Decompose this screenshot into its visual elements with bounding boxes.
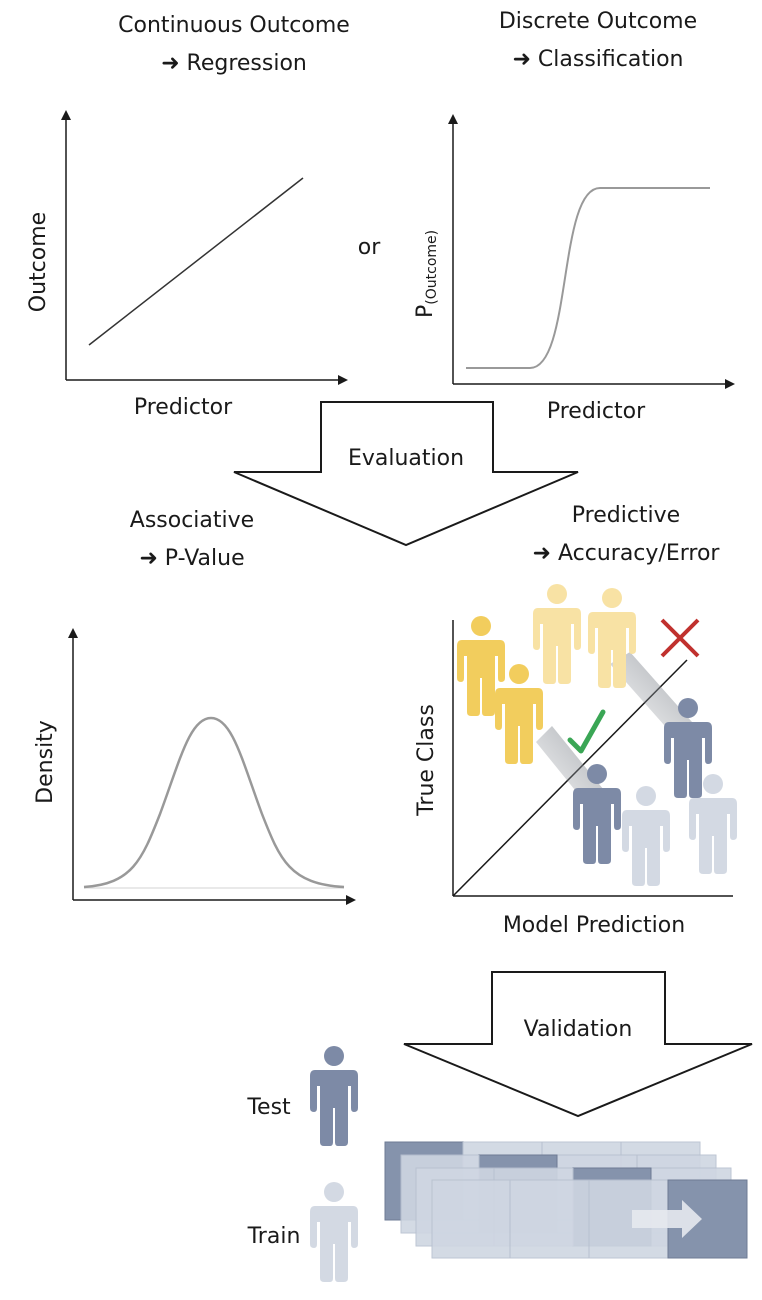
regression-panel: Continuous Outcome ➜ Regression Outcome … [26, 13, 350, 420]
evaluation-arrow: Evaluation [233, 401, 579, 547]
legend: Test Train [246, 1046, 358, 1282]
train-label: Train [247, 1224, 301, 1249]
check-icon [567, 709, 606, 754]
density-curve [83, 716, 345, 889]
test-label: Test [246, 1095, 291, 1120]
associative-y-label: Density [33, 720, 58, 804]
validation-arrow: Validation [403, 971, 753, 1118]
regression-title-line1: Continuous Outcome [118, 13, 350, 38]
evaluation-arrow-shape [233, 401, 579, 547]
test-person-icon [310, 1046, 358, 1146]
regression-y-label: Outcome [26, 212, 51, 312]
evaluation-arrow-label: Evaluation [348, 446, 464, 471]
regression-line [88, 177, 304, 346]
validation-arrow-label: Validation [524, 1017, 633, 1042]
or-connector: or [358, 235, 381, 260]
wrong-movement-shadow [610, 652, 692, 734]
validation-arrow-shape [403, 971, 753, 1118]
cross-validation-folds [384, 1141, 748, 1259]
associative-title-line2: ➜ P-Value [139, 546, 244, 571]
predictive-title-line2: ➜ Accuracy/Error [533, 541, 721, 566]
classification-x-label: Predictor [547, 399, 646, 424]
regression-title-line2: ➜ Regression [161, 51, 307, 76]
classification-title-line2: ➜ Classification [513, 47, 684, 72]
train-person-icon [310, 1182, 358, 1282]
predictive-panel: Predictive ➜ Accuracy/Error True Class M… [414, 503, 737, 938]
regression-x-label: Predictor [134, 395, 233, 420]
classification-y-label: P(Outcome) [413, 230, 440, 318]
associative-title-line1: Associative [130, 508, 254, 533]
fold-progress-arrow-icon [632, 1200, 702, 1238]
yellow-person-faded [533, 584, 581, 684]
associative-panel: Associative ➜ P-Value Density [33, 508, 356, 905]
predictive-title-line1: Predictive [572, 503, 680, 528]
classification-title-line1: Discrete Outcome [499, 9, 697, 34]
grey-person [622, 786, 670, 886]
cross-icon [660, 618, 700, 658]
predictive-x-label: Model Prediction [503, 913, 685, 938]
sigmoid-curve [466, 187, 710, 369]
predictive-y-label: True Class [414, 704, 439, 817]
classification-panel: Discrete Outcome ➜ Classification P(Outc… [413, 9, 735, 424]
